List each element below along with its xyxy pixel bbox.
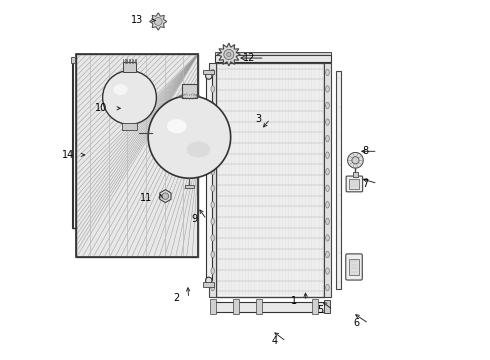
Bar — [210, 299, 216, 315]
Ellipse shape — [326, 152, 329, 158]
Polygon shape — [149, 13, 167, 30]
Ellipse shape — [211, 218, 215, 225]
FancyBboxPatch shape — [346, 254, 362, 280]
Bar — [209, 63, 216, 297]
Circle shape — [102, 71, 156, 125]
Ellipse shape — [211, 251, 215, 258]
Text: 6: 6 — [354, 319, 360, 328]
Ellipse shape — [205, 73, 212, 79]
Bar — [256, 299, 262, 315]
Text: 4: 4 — [271, 336, 277, 346]
Text: 3: 3 — [255, 114, 261, 124]
Ellipse shape — [326, 69, 329, 76]
Ellipse shape — [211, 185, 215, 192]
Ellipse shape — [326, 218, 329, 225]
Polygon shape — [160, 190, 171, 203]
Ellipse shape — [326, 86, 329, 92]
Bar — [324, 300, 330, 314]
Ellipse shape — [211, 284, 215, 291]
Bar — [216, 63, 324, 297]
Ellipse shape — [211, 168, 215, 175]
Ellipse shape — [211, 152, 215, 158]
Bar — [205, 76, 212, 280]
Circle shape — [224, 49, 234, 59]
Ellipse shape — [211, 268, 215, 274]
Ellipse shape — [326, 119, 329, 125]
Circle shape — [227, 52, 231, 57]
Ellipse shape — [326, 185, 329, 192]
Bar — [185, 185, 194, 188]
Bar — [337, 71, 341, 289]
Bar — [213, 302, 326, 312]
Ellipse shape — [326, 251, 329, 258]
Bar — [71, 57, 74, 63]
Circle shape — [352, 157, 359, 164]
Bar — [215, 52, 331, 55]
Ellipse shape — [211, 135, 215, 142]
FancyBboxPatch shape — [346, 176, 363, 192]
Text: 13: 13 — [130, 15, 143, 26]
Bar — [353, 172, 358, 177]
Text: 2: 2 — [173, 293, 180, 303]
Bar — [349, 259, 359, 275]
Text: 5: 5 — [318, 305, 324, 315]
Bar — [76, 54, 197, 257]
Ellipse shape — [326, 284, 329, 291]
Ellipse shape — [326, 235, 329, 241]
Bar — [349, 179, 359, 189]
Polygon shape — [218, 43, 240, 66]
Text: 10: 10 — [95, 103, 107, 113]
Circle shape — [154, 18, 162, 26]
Ellipse shape — [326, 135, 329, 142]
Bar — [123, 62, 136, 72]
Bar — [203, 70, 214, 74]
Ellipse shape — [211, 69, 215, 76]
Text: 1: 1 — [291, 296, 297, 306]
Ellipse shape — [211, 119, 215, 125]
Text: 7: 7 — [363, 179, 368, 189]
Circle shape — [162, 193, 169, 199]
Bar — [233, 299, 239, 315]
Ellipse shape — [167, 119, 187, 134]
Text: 8: 8 — [363, 146, 368, 156]
Polygon shape — [347, 152, 364, 168]
Bar — [312, 299, 318, 315]
Bar — [76, 54, 197, 257]
Ellipse shape — [326, 102, 329, 109]
Ellipse shape — [211, 102, 215, 109]
Text: 9: 9 — [192, 215, 197, 224]
Text: 14: 14 — [62, 150, 74, 160]
Ellipse shape — [113, 84, 128, 95]
Text: 12: 12 — [244, 53, 256, 63]
Bar — [324, 63, 331, 297]
Ellipse shape — [205, 277, 212, 284]
Ellipse shape — [326, 202, 329, 208]
Ellipse shape — [211, 86, 215, 92]
Ellipse shape — [211, 235, 215, 241]
Ellipse shape — [326, 268, 329, 274]
Bar — [122, 123, 137, 130]
Ellipse shape — [187, 141, 210, 158]
Ellipse shape — [326, 168, 329, 175]
Text: 11: 11 — [140, 193, 152, 203]
Bar — [203, 282, 214, 287]
Ellipse shape — [211, 202, 215, 208]
Circle shape — [148, 96, 231, 178]
Bar — [181, 84, 197, 98]
Bar — [215, 55, 331, 62]
